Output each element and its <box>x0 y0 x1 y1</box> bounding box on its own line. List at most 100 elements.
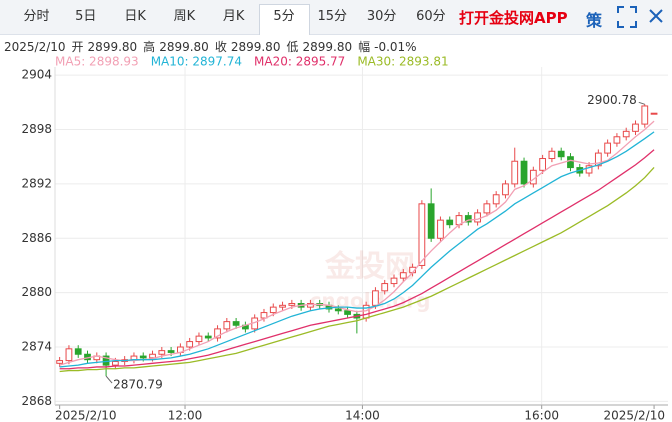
info-value: 2899.80 <box>302 40 352 54</box>
candle-body <box>149 353 156 359</box>
candle-body <box>167 350 175 353</box>
y-tick-label: 2892 <box>21 176 52 190</box>
toolbar-icons <box>617 6 663 28</box>
candle-body <box>427 203 435 239</box>
info-label: 幅 <box>358 39 370 54</box>
candle-body <box>613 136 621 144</box>
close-icon[interactable] <box>649 9 663 23</box>
watermark: 金投网 <box>324 250 415 285</box>
legend-entry: MA30: 2893.81 <box>357 55 448 69</box>
legend-entry: MA20: 2895.77 <box>254 55 345 69</box>
candle-body <box>204 335 212 339</box>
annotation-leader <box>638 101 645 105</box>
candle-body <box>511 160 519 185</box>
candle-body <box>399 272 407 279</box>
info-value: 2899.80 <box>231 40 281 54</box>
tab-bar: 打开金投网APP 策 分时 5日 日K 周K 月K 5分 15分 30分 60分 <box>0 0 672 35</box>
candle-body <box>65 348 73 362</box>
candle-body <box>288 303 296 306</box>
candle-body <box>372 290 379 306</box>
y-tick-label: 2880 <box>21 285 52 299</box>
ma-line <box>59 120 655 366</box>
ma-line <box>59 167 655 373</box>
tab[interactable]: 30分 <box>366 9 397 24</box>
candle-body <box>632 123 639 132</box>
y-tick-label: 2898 <box>21 122 52 136</box>
candle-body <box>334 308 342 312</box>
x-tick-label: 12:00 <box>168 409 203 422</box>
info-value: -0.01% <box>374 40 416 54</box>
candle-body <box>195 335 203 343</box>
y-tick-label: 2868 <box>21 394 52 408</box>
candle-body <box>111 361 119 366</box>
ma-line <box>59 149 655 370</box>
y-tick-label: 2886 <box>21 231 52 245</box>
legend-entry: MA5: 2898.93 <box>55 55 139 69</box>
info-label: 高 <box>143 39 155 54</box>
candle-body <box>381 283 389 292</box>
candle-body <box>390 277 398 285</box>
candle-body <box>139 355 147 359</box>
candle-body <box>520 160 528 185</box>
candle-body <box>604 142 612 154</box>
y-tick-label: 2874 <box>21 340 52 354</box>
candle-body <box>464 215 472 223</box>
candle-body <box>223 321 231 330</box>
info-label: 低 <box>286 40 298 54</box>
tab[interactable]: 5日 <box>75 9 97 24</box>
candle-body <box>446 219 454 226</box>
info-line: 2025/2/10 开 2899.80 高 2899.80 收 2899.80 低 2899.8… <box>4 39 417 54</box>
x-tick-label: 2025/2/10 <box>55 409 117 422</box>
tab[interactable]: 分时 <box>23 9 50 24</box>
tab[interactable]: 60分 <box>416 9 446 24</box>
candle-body <box>344 310 351 315</box>
candle-body <box>260 312 268 319</box>
candle-body <box>269 306 277 314</box>
info-date: 2025/2/10 <box>4 40 66 54</box>
candle-body <box>594 152 602 167</box>
info-label: 开 <box>72 40 84 54</box>
x-tick-label: 16:00 <box>524 409 559 422</box>
candle-body <box>214 328 221 339</box>
candle-body <box>418 203 426 266</box>
annotation: 2900.78 <box>587 93 637 107</box>
annotation-leader <box>105 375 113 384</box>
legend-entry: MA10: 2897.74 <box>151 55 242 69</box>
ma-line <box>59 131 655 368</box>
info-value: 2899.80 <box>159 40 209 54</box>
tab[interactable]: 15分 <box>317 9 348 24</box>
candle-body <box>557 150 565 158</box>
tab[interactable]: 5分 <box>258 4 310 35</box>
candle-body <box>158 350 166 355</box>
y-tick-label: 2904 <box>21 68 52 82</box>
candle-body <box>279 304 286 308</box>
candle-body <box>474 212 481 223</box>
strategy-button[interactable]: 策 <box>586 11 603 30</box>
candle-body <box>622 130 630 138</box>
candle-body <box>585 165 593 174</box>
tab[interactable]: 日K <box>124 9 146 24</box>
tab[interactable]: 周K <box>173 9 196 24</box>
candle-body <box>641 105 649 125</box>
candle-body <box>539 158 546 171</box>
candle-body <box>186 341 194 348</box>
info-label: 收 <box>215 40 227 54</box>
info-value: 2899.80 <box>88 40 138 54</box>
candle-body <box>56 360 64 364</box>
candle-body <box>567 156 574 169</box>
candle-body <box>502 183 509 196</box>
x-tick-label: 2025/2/10 <box>603 409 665 422</box>
app-link[interactable]: 打开金投网APP <box>459 9 568 27</box>
x-tick-label: 14:00 <box>345 409 380 422</box>
candle-body <box>492 194 500 205</box>
candle-body <box>483 203 491 214</box>
fullscreen-icon[interactable] <box>617 6 637 28</box>
candle-body <box>437 219 444 239</box>
candle-body <box>548 150 556 160</box>
candle-body <box>74 348 82 355</box>
tab[interactable]: 月K <box>222 9 245 24</box>
candle-body <box>232 321 240 326</box>
annotation: 2870.79 <box>113 378 163 392</box>
